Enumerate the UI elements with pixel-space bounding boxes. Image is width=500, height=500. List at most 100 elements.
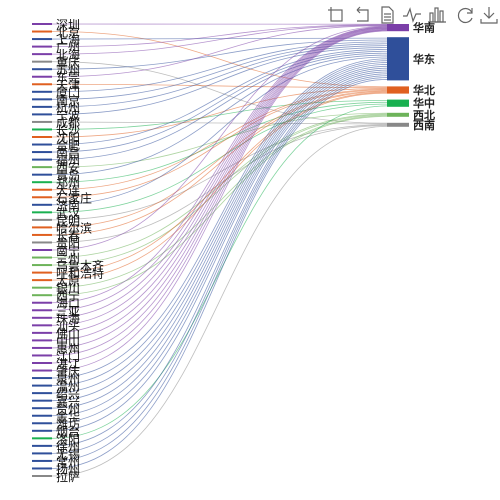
source-node-14[interactable] [32,128,52,131]
source-node-47[interactable] [32,377,52,380]
link-24[interactable] [51,56,388,206]
source-node-6[interactable] [32,68,52,71]
link-17[interactable] [51,50,388,153]
source-node-16[interactable] [32,143,52,146]
source-node-10[interactable] [32,98,52,101]
source-node-42[interactable] [32,339,52,342]
target-node-1[interactable] [387,37,409,81]
link-43[interactable] [51,29,388,349]
link-1[interactable] [51,31,388,88]
source-node-35[interactable] [32,286,52,289]
link-50[interactable] [51,64,388,402]
link-5[interactable] [51,61,388,124]
link-28[interactable] [51,91,388,236]
link-54[interactable] [51,71,388,432]
link-56[interactable] [51,73,388,447]
source-node-56[interactable] [32,444,52,447]
link-33[interactable] [51,92,388,273]
link-36[interactable] [51,116,388,296]
source-node-32[interactable] [32,264,52,267]
source-node-37[interactable] [32,301,52,304]
link-20[interactable] [51,54,388,176]
source-node-26[interactable] [32,218,52,221]
link-52[interactable] [51,67,388,417]
restore-icon[interactable] [454,4,476,26]
target-node-4[interactable] [387,112,409,117]
source-node-40[interactable] [32,324,52,327]
link-8[interactable] [51,83,388,88]
source-node-27[interactable] [32,226,52,229]
source-node-19[interactable] [32,166,52,169]
link-22[interactable] [51,88,388,191]
source-node-2[interactable] [32,38,52,41]
link-32[interactable] [51,114,388,266]
link-11[interactable] [51,45,388,108]
source-node-50[interactable] [32,399,52,402]
source-node-49[interactable] [32,392,52,395]
link-21[interactable] [51,101,388,183]
source-node-13[interactable] [32,120,52,123]
link-16[interactable] [51,49,388,145]
link-4[interactable] [51,24,388,55]
link-25[interactable] [51,103,388,213]
source-node-52[interactable] [32,414,52,417]
source-node-8[interactable] [32,83,52,86]
source-node-41[interactable] [32,331,52,334]
source-node-48[interactable] [32,384,52,387]
source-node-38[interactable] [32,309,52,312]
source-node-25[interactable] [32,211,52,214]
source-node-5[interactable] [32,60,52,63]
link-18[interactable] [51,52,388,160]
source-node-9[interactable] [32,90,52,93]
link-7[interactable] [51,25,388,78]
link-59[interactable] [51,79,388,469]
source-node-34[interactable] [32,279,52,282]
link-53[interactable] [51,69,388,424]
source-node-55[interactable] [32,437,52,440]
source-node-30[interactable] [32,249,52,251]
source-node-53[interactable] [32,422,52,425]
source-node-15[interactable] [32,136,52,138]
link-48[interactable] [51,60,388,386]
link-49[interactable] [51,62,388,394]
link-15[interactable] [51,88,388,138]
source-node-31[interactable] [32,256,52,259]
source-node-43[interactable] [32,346,52,349]
bar-chart-icon[interactable] [426,4,448,26]
source-node-44[interactable] [32,354,52,357]
target-node-0[interactable] [387,24,409,32]
link-12[interactable] [51,47,388,115]
source-node-1[interactable] [32,30,52,33]
link-42[interactable] [51,28,388,341]
source-node-12[interactable] [32,113,52,116]
link-41[interactable] [51,28,388,334]
target-node-3[interactable] [387,99,409,107]
link-2[interactable] [51,37,388,40]
target-node-5[interactable] [387,122,409,127]
link-27[interactable] [51,90,388,228]
source-node-45[interactable] [32,362,52,364]
link-55[interactable] [51,105,388,439]
source-node-58[interactable] [32,459,52,462]
source-node-4[interactable] [32,53,52,56]
target-node-2[interactable] [387,86,409,94]
source-node-46[interactable] [32,369,52,372]
source-node-29[interactable] [32,241,52,244]
link-38[interactable] [51,26,388,311]
link-44[interactable] [51,29,388,356]
source-node-7[interactable] [32,75,52,78]
save-image-icon[interactable] [478,4,500,26]
link-46[interactable] [51,30,388,371]
link-40[interactable] [51,27,388,326]
source-node-36[interactable] [32,294,52,297]
source-node-3[interactable] [32,45,52,48]
source-node-51[interactable] [32,407,52,410]
source-node-20[interactable] [32,173,52,176]
link-39[interactable] [51,27,388,319]
link-51[interactable] [51,65,388,409]
link-60[interactable] [51,126,388,477]
link-37[interactable] [51,26,388,304]
rect-select-icon[interactable] [326,4,348,26]
source-node-33[interactable] [32,271,52,274]
link-3[interactable] [51,24,388,47]
